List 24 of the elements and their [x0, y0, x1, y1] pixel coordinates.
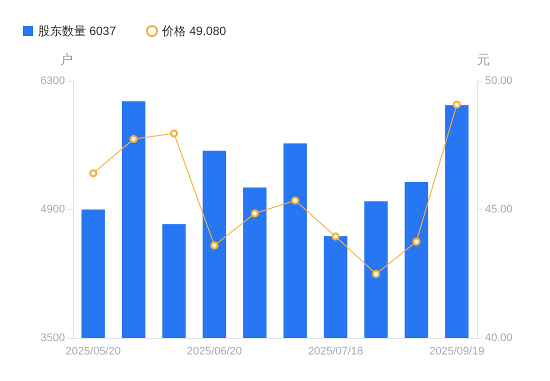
- point: [250, 209, 259, 218]
- x-tick-label: 2025/09/19: [429, 346, 484, 358]
- x-tick-label: 2025/06/20: [186, 346, 242, 358]
- y2-axis-title: 元: [477, 52, 490, 67]
- y2-tick-label: 50.00: [485, 75, 513, 87]
- y-tick-label: 4900: [40, 204, 65, 216]
- y-axis-title: 户: [60, 52, 73, 67]
- point: [170, 129, 178, 138]
- point: [130, 135, 138, 144]
- point: [412, 238, 420, 246]
- point: [89, 169, 98, 178]
- legend-label: 价格 49.080: [161, 24, 226, 38]
- y2-tick-label: 45.00: [485, 204, 513, 216]
- point: [210, 241, 218, 250]
- point: [452, 100, 461, 109]
- y-tick-label: 6300: [40, 75, 65, 87]
- point: [372, 270, 380, 278]
- legend-label: 股东数量 6037: [38, 24, 116, 38]
- y2-tick-label: 40.00: [485, 332, 513, 344]
- y-tick-label: 3500: [40, 332, 65, 344]
- point: [291, 196, 300, 205]
- x-tick-label: 2025/07/18: [308, 346, 364, 358]
- x-tick-label: 2025/05/20: [66, 346, 121, 358]
- point: [332, 232, 340, 240]
